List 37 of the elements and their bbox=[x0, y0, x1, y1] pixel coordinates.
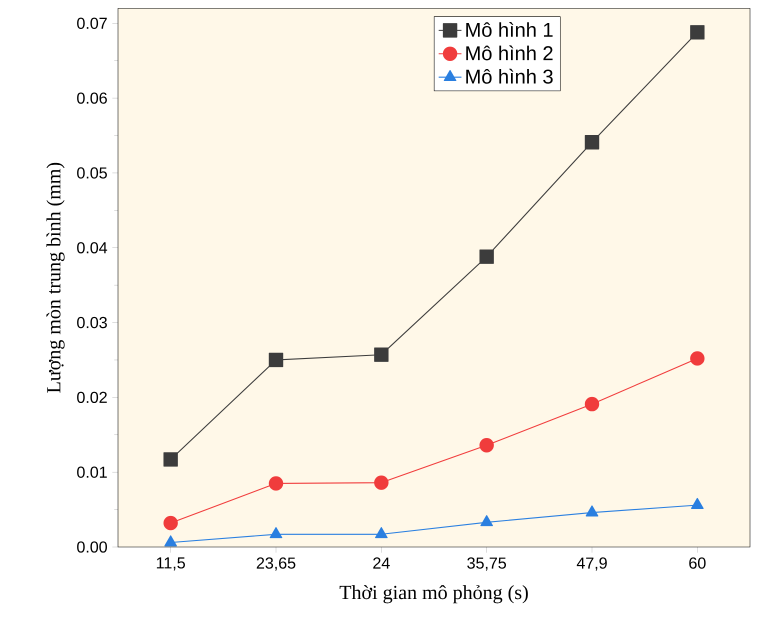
x-tick-label: 47,9 bbox=[576, 557, 607, 571]
y-tick-label: 0.03 bbox=[77, 316, 107, 328]
point bbox=[164, 535, 177, 546]
point bbox=[584, 396, 600, 412]
y-tick-label: 0.07 bbox=[77, 18, 107, 29]
point bbox=[163, 516, 178, 530]
point bbox=[375, 527, 388, 538]
point bbox=[268, 352, 284, 368]
x-tick-label: 11,5 bbox=[156, 557, 185, 570]
x-tick-label: 35,75 bbox=[467, 557, 506, 571]
y-axis-title: Lượng mòn trung bình (mm) bbox=[46, 162, 65, 393]
x-tick-label: 24 bbox=[373, 557, 390, 569]
y-tick-label: 0.05 bbox=[77, 167, 107, 179]
point bbox=[374, 475, 389, 490]
x-axis-title: Thời gian mô phỏng (s) bbox=[340, 585, 528, 604]
point bbox=[479, 438, 494, 452]
point bbox=[163, 452, 178, 467]
y-tick-label: 0.01 bbox=[77, 466, 107, 478]
point bbox=[270, 527, 282, 538]
point bbox=[586, 505, 598, 516]
point bbox=[480, 515, 493, 526]
legend-label: Mô hình 1 bbox=[466, 22, 553, 37]
y-tick-label: 0.04 bbox=[77, 242, 108, 254]
point bbox=[691, 498, 704, 509]
point bbox=[584, 135, 600, 150]
x-tick-label: 23,65 bbox=[256, 557, 296, 571]
point bbox=[374, 348, 389, 362]
y-tick-label: 0.02 bbox=[77, 392, 107, 404]
y-tick-label: 0.06 bbox=[77, 92, 107, 104]
legend-label: Mô hình 3 bbox=[466, 68, 553, 84]
x-tick-label: 60 bbox=[689, 557, 706, 569]
point bbox=[479, 250, 494, 264]
legend-label: Mô hình 2 bbox=[466, 45, 553, 60]
point bbox=[268, 476, 284, 491]
y-tick-label: 0.00 bbox=[77, 541, 107, 553]
point bbox=[690, 25, 705, 40]
point bbox=[690, 351, 705, 366]
